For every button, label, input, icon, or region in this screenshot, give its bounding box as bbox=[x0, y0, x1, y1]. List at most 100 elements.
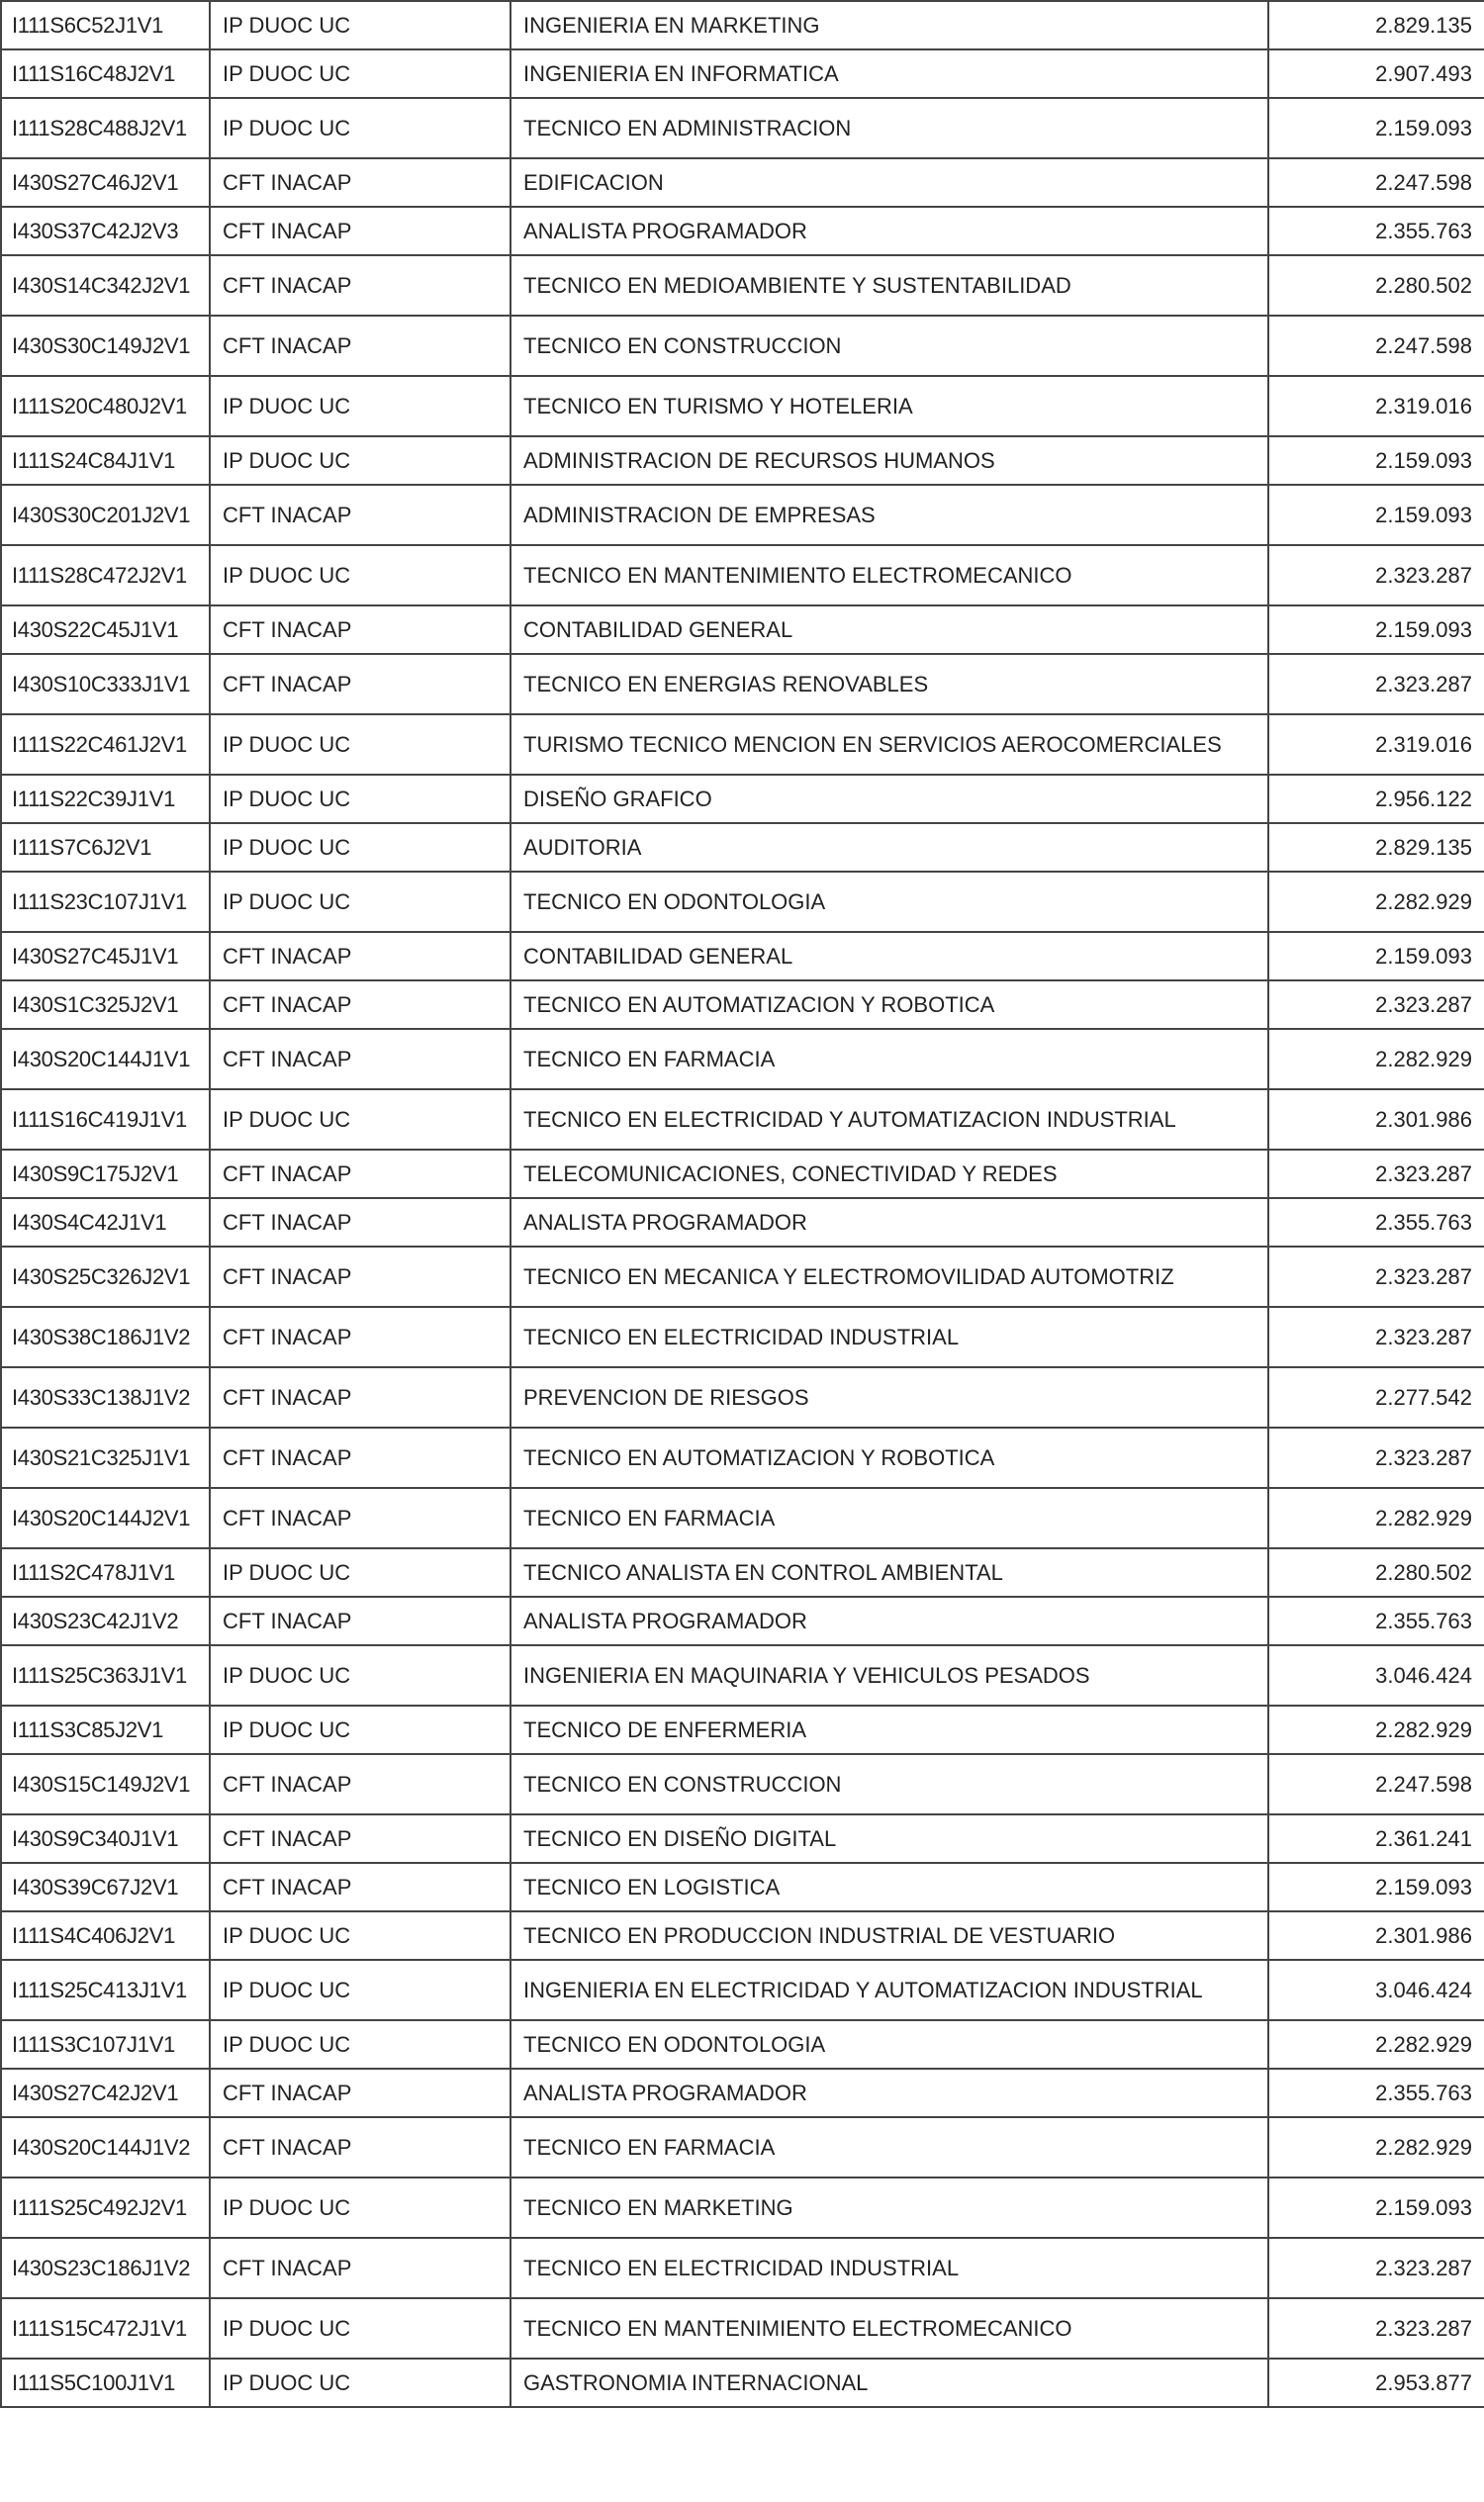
cell-amount: 2.301.986 bbox=[1267, 1910, 1484, 1961]
cell-code: I430S9C175J2V1 bbox=[0, 1149, 211, 1199]
cell-code: I111S16C419J1V1 bbox=[0, 1088, 211, 1151]
cell-amount: 2.282.929 bbox=[1267, 1487, 1484, 1549]
cell-amount: 2.247.598 bbox=[1267, 157, 1484, 208]
table-row: I430S22C45J1V1 CFT INACAP CONTABILIDAD GEN… bbox=[0, 604, 1484, 655]
table-row: I111S23C107J1V1 IP DUOC UC TECNICO EN ODON… bbox=[0, 871, 1484, 933]
cell-amount: 2.319.016 bbox=[1267, 375, 1484, 437]
cell-code: I111S3C85J2V1 bbox=[0, 1705, 211, 1755]
cell-institution: IP DUOC UC bbox=[209, 2019, 511, 2070]
table-row: I430S27C42J2V1 CFT INACAP ANALISTA PROGRAM… bbox=[0, 2068, 1484, 2118]
cell-institution: CFT INACAP bbox=[209, 2116, 511, 2178]
cell-institution: CFT INACAP bbox=[209, 254, 511, 317]
cell-amount: 2.280.502 bbox=[1267, 254, 1484, 317]
cell-institution: CFT INACAP bbox=[209, 1862, 511, 1912]
cell-institution: CFT INACAP bbox=[209, 1197, 511, 1248]
cell-code: I430S27C42J2V1 bbox=[0, 2068, 211, 2118]
cell-amount: 2.323.287 bbox=[1267, 1306, 1484, 1368]
cell-institution: IP DUOC UC bbox=[209, 1705, 511, 1755]
cell-institution: IP DUOC UC bbox=[209, 375, 511, 437]
cell-career: TECNICO EN AUTOMATIZACION Y ROBOTICA bbox=[510, 979, 1269, 1030]
table-row: I430S20C144J1V2 CFT INACAP TECNICO EN FARM… bbox=[0, 2116, 1484, 2178]
cell-amount: 2.355.763 bbox=[1267, 206, 1484, 256]
cell-institution: CFT INACAP bbox=[209, 1427, 511, 1489]
cell-institution: IP DUOC UC bbox=[209, 2297, 511, 2360]
cell-amount: 2.159.093 bbox=[1267, 97, 1484, 159]
cell-code: I430S21C325J1V1 bbox=[0, 1427, 211, 1489]
table-row: I430S27C45J1V1 CFT INACAP CONTABILIDAD GEN… bbox=[0, 931, 1484, 981]
cell-institution: CFT INACAP bbox=[209, 157, 511, 208]
cell-career: TECNICO EN LOGISTICA bbox=[510, 1862, 1269, 1912]
cell-code: I430S20C144J2V1 bbox=[0, 1487, 211, 1549]
table-row: I430S9C340J1V1 CFT INACAP TECNICO EN DISEÑ… bbox=[0, 1813, 1484, 1864]
cell-career: TECNICO EN CONSTRUCCION bbox=[510, 1753, 1269, 1815]
cell-career: TECNICO EN MECANICA Y ELECTROMOVILIDAD A… bbox=[510, 1246, 1269, 1308]
cell-institution: CFT INACAP bbox=[209, 315, 511, 377]
cell-code: I111S2C478J1V1 bbox=[0, 1547, 211, 1598]
table-row: I111S28C472J2V1 IP DUOC UC TECNICO EN MANT… bbox=[0, 544, 1484, 606]
cell-amount: 3.046.424 bbox=[1267, 1644, 1484, 1707]
cell-institution: CFT INACAP bbox=[209, 653, 511, 715]
cell-code: I111S22C461J2V1 bbox=[0, 713, 211, 776]
table-row: I430S30C201J2V1 CFT INACAP ADMINISTRACION … bbox=[0, 484, 1484, 546]
cell-code: I111S5C100J1V1 bbox=[0, 2358, 211, 2408]
cell-career: DISEÑO GRAFICO bbox=[510, 774, 1269, 824]
cell-amount: 2.282.929 bbox=[1267, 2019, 1484, 2070]
cell-code: I111S28C488J2V1 bbox=[0, 97, 211, 159]
cell-code: I430S30C149J2V1 bbox=[0, 315, 211, 377]
cell-amount: 2.355.763 bbox=[1267, 2068, 1484, 2118]
cell-amount: 2.323.287 bbox=[1267, 544, 1484, 606]
table-row: I430S1C325J2V1 CFT INACAP TECNICO EN AUTOM… bbox=[0, 979, 1484, 1030]
table-row: I111S15C472J1V1 IP DUOC UC TECNICO EN MANT… bbox=[0, 2297, 1484, 2360]
cell-code: I430S9C340J1V1 bbox=[0, 1813, 211, 1864]
cell-career: TECNICO EN MANTENIMIENTO ELECTROMECANICO bbox=[510, 544, 1269, 606]
cell-amount: 2.323.287 bbox=[1267, 2237, 1484, 2299]
cell-institution: CFT INACAP bbox=[209, 206, 511, 256]
cell-institution: IP DUOC UC bbox=[209, 48, 511, 99]
cell-code: I430S39C67J2V1 bbox=[0, 1862, 211, 1912]
cell-amount: 2.159.093 bbox=[1267, 484, 1484, 546]
table-row: I111S2C478J1V1 IP DUOC UC TECNICO ANALISTA… bbox=[0, 1547, 1484, 1598]
cell-institution: IP DUOC UC bbox=[209, 1910, 511, 1961]
cell-institution: CFT INACAP bbox=[209, 1306, 511, 1368]
cell-institution: CFT INACAP bbox=[209, 1149, 511, 1199]
cell-institution: IP DUOC UC bbox=[209, 0, 511, 50]
cell-career: EDIFICACION bbox=[510, 157, 1269, 208]
cell-code: I430S23C42J1V2 bbox=[0, 1596, 211, 1646]
cell-code: I430S4C42J1V1 bbox=[0, 1197, 211, 1248]
table-row: I430S33C138J1V2 CFT INACAP PREVENCION DE R… bbox=[0, 1366, 1484, 1429]
table-row: I111S25C492J2V1 IP DUOC UC TECNICO EN MARK… bbox=[0, 2177, 1484, 2239]
table-row: I111S16C419J1V1 IP DUOC UC TECNICO EN ELEC… bbox=[0, 1088, 1484, 1151]
cell-code: I111S28C472J2V1 bbox=[0, 544, 211, 606]
cell-code: I111S25C492J2V1 bbox=[0, 2177, 211, 2239]
table-row: I111S3C107J1V1 IP DUOC UC TECNICO EN ODONT… bbox=[0, 2019, 1484, 2070]
cell-institution: IP DUOC UC bbox=[209, 1959, 511, 2021]
cell-career: TECNICO EN ELECTRICIDAD INDUSTRIAL bbox=[510, 1306, 1269, 1368]
cell-code: I430S10C333J1V1 bbox=[0, 653, 211, 715]
cell-career: TECNICO EN MANTENIMIENTO ELECTROMECANICO bbox=[510, 2297, 1269, 2360]
table-row: I111S28C488J2V1 IP DUOC UC TECNICO EN ADMI… bbox=[0, 97, 1484, 159]
cell-amount: 2.282.929 bbox=[1267, 2116, 1484, 2178]
cell-career: GASTRONOMIA INTERNACIONAL bbox=[510, 2358, 1269, 2408]
cell-institution: CFT INACAP bbox=[209, 1246, 511, 1308]
cell-institution: CFT INACAP bbox=[209, 1813, 511, 1864]
cell-career: TECNICO EN ELECTRICIDAD Y AUTOMATIZACION… bbox=[510, 1088, 1269, 1151]
cell-career: TECNICO EN MARKETING bbox=[510, 2177, 1269, 2239]
cell-code: I430S25C326J2V1 bbox=[0, 1246, 211, 1308]
cell-amount: 2.355.763 bbox=[1267, 1197, 1484, 1248]
table-row: I430S20C144J2V1 CFT INACAP TECNICO EN FARM… bbox=[0, 1487, 1484, 1549]
table-row: I430S9C175J2V1 CFT INACAP TELECOMUNICACION… bbox=[0, 1149, 1484, 1199]
cell-amount: 2.282.929 bbox=[1267, 1028, 1484, 1090]
cell-amount: 2.282.929 bbox=[1267, 871, 1484, 933]
cell-institution: IP DUOC UC bbox=[209, 1547, 511, 1598]
cell-amount: 2.159.093 bbox=[1267, 931, 1484, 981]
cell-code: I430S33C138J1V2 bbox=[0, 1366, 211, 1429]
cell-career: TECNICO EN DISEÑO DIGITAL bbox=[510, 1813, 1269, 1864]
cell-institution: CFT INACAP bbox=[209, 1487, 511, 1549]
cell-career: INGENIERIA EN MARKETING bbox=[510, 0, 1269, 50]
table-row: I111S25C413J1V1 IP DUOC UC INGENIERIA EN E… bbox=[0, 1959, 1484, 2021]
table-row: I111S20C480J2V1 IP DUOC UC TECNICO EN TURI… bbox=[0, 375, 1484, 437]
table-row: I430S37C42J2V3 CFT INACAP ANALISTA PROGRAM… bbox=[0, 206, 1484, 256]
cell-code: I430S1C325J2V1 bbox=[0, 979, 211, 1030]
cell-career: CONTABILIDAD GENERAL bbox=[510, 931, 1269, 981]
table-row: I430S23C42J1V2 CFT INACAP ANALISTA PROGRAM… bbox=[0, 1596, 1484, 1646]
